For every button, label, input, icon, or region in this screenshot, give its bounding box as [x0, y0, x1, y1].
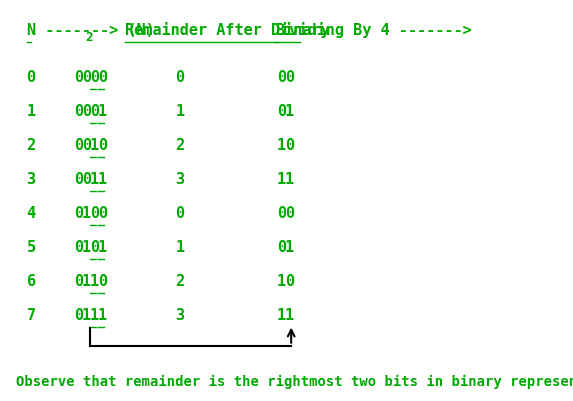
Text: 1: 1 [285, 104, 294, 119]
Text: 0: 0 [26, 71, 36, 85]
Text: 1: 1 [285, 172, 294, 187]
Text: 1: 1 [98, 308, 107, 324]
Text: 1: 1 [277, 274, 286, 290]
Text: 0: 0 [285, 71, 294, 85]
Text: 0: 0 [285, 207, 294, 221]
Text: 1: 1 [277, 308, 286, 324]
Text: 5: 5 [26, 241, 36, 255]
Text: 3: 3 [175, 172, 185, 187]
Text: 0: 0 [90, 104, 99, 119]
Text: 0: 0 [74, 241, 84, 255]
Text: 0: 0 [277, 104, 286, 119]
Text: 0: 0 [175, 207, 185, 221]
Text: 0: 0 [82, 138, 91, 154]
Text: 0: 0 [82, 71, 91, 85]
Text: 0: 0 [74, 207, 84, 221]
Text: 1: 1 [98, 241, 107, 255]
Text: 3: 3 [26, 172, 36, 187]
Text: 7: 7 [26, 308, 36, 324]
Text: 0: 0 [74, 138, 84, 154]
Text: 0: 0 [90, 71, 99, 85]
Text: 2: 2 [26, 138, 36, 154]
Text: Observe that remainder is the rightmost two bits in binary representation of N: Observe that remainder is the rightmost … [17, 375, 573, 389]
Text: 4: 4 [26, 207, 36, 221]
Text: 0: 0 [277, 207, 286, 221]
Text: 0: 0 [98, 274, 107, 290]
Text: 0: 0 [285, 138, 294, 154]
Text: 1: 1 [175, 241, 185, 255]
Text: 3: 3 [175, 308, 185, 324]
Text: 1: 1 [175, 104, 185, 119]
Text: 0: 0 [82, 104, 91, 119]
Text: 0: 0 [74, 274, 84, 290]
Text: 0: 0 [175, 71, 185, 85]
Text: 0: 0 [82, 172, 91, 187]
Text: 0: 0 [90, 207, 99, 221]
Text: 0: 0 [277, 71, 286, 85]
Text: 1: 1 [98, 104, 107, 119]
Text: 1: 1 [26, 104, 36, 119]
Text: 0: 0 [74, 104, 84, 119]
Text: 0: 0 [277, 241, 286, 255]
Text: 1: 1 [285, 308, 294, 324]
Text: 1: 1 [285, 241, 294, 255]
Text: 1: 1 [277, 172, 286, 187]
Text: 1: 1 [90, 138, 99, 154]
Text: 0: 0 [285, 274, 294, 290]
Text: 0: 0 [90, 241, 99, 255]
Text: 0: 0 [74, 172, 84, 187]
Text: 0: 0 [98, 207, 107, 221]
Text: 1: 1 [90, 308, 99, 324]
Text: 1: 1 [82, 308, 91, 324]
Text: 1: 1 [90, 274, 99, 290]
Text: 0: 0 [74, 308, 84, 324]
Text: 0: 0 [74, 71, 84, 85]
Text: 1: 1 [98, 172, 107, 187]
Text: 0: 0 [98, 71, 107, 85]
Text: Binary: Binary [275, 22, 330, 38]
Text: 2: 2 [85, 31, 92, 44]
Text: N -------> (N): N -------> (N) [26, 23, 154, 38]
Text: 1: 1 [82, 207, 91, 221]
Text: 0: 0 [98, 138, 107, 154]
Text: 2: 2 [175, 138, 185, 154]
Text: Remainder After Dividing By 4 ------->: Remainder After Dividing By 4 -------> [125, 22, 472, 38]
Text: 1: 1 [82, 241, 91, 255]
Text: 1: 1 [82, 274, 91, 290]
Text: 6: 6 [26, 274, 36, 290]
Text: 2: 2 [175, 274, 185, 290]
Text: 1: 1 [277, 138, 286, 154]
Text: 1: 1 [90, 172, 99, 187]
